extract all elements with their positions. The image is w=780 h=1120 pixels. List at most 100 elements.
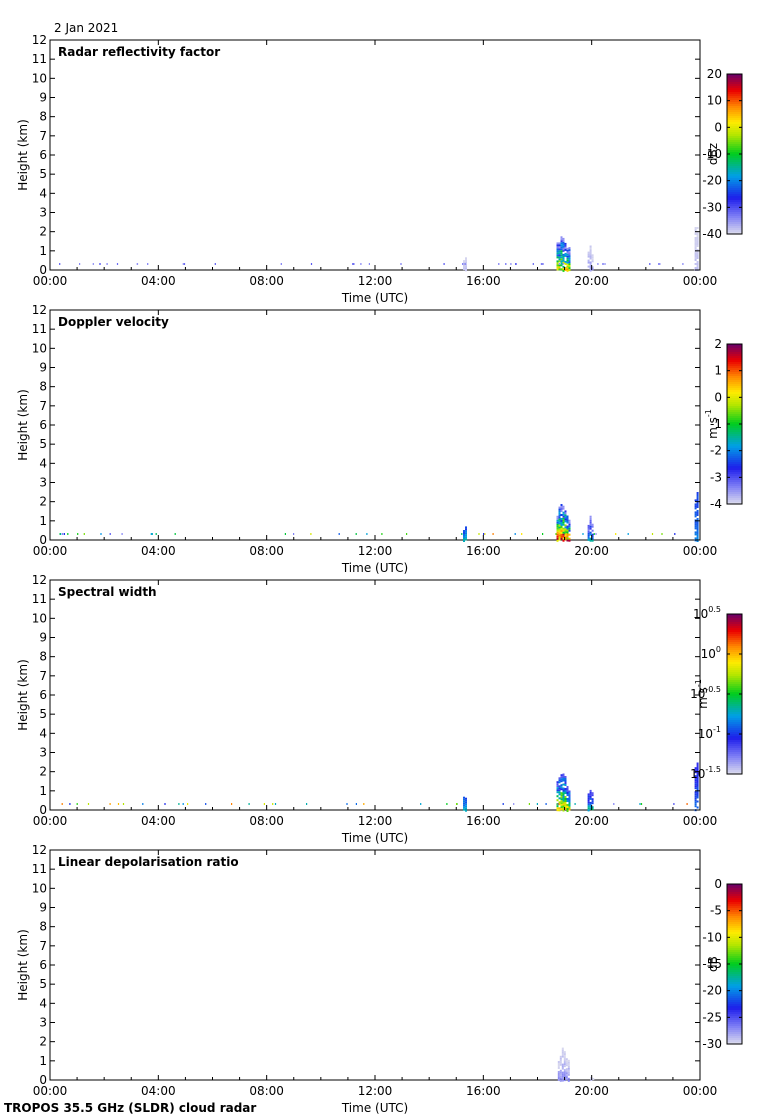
data-cell (562, 801, 565, 804)
y-axis-label: Height (km) (16, 929, 30, 1000)
data-cell (465, 538, 467, 541)
data-cell (564, 254, 567, 257)
data-cell (696, 784, 699, 787)
data-cell (557, 1079, 560, 1081)
colorbar-tick-label: -20 (702, 984, 722, 998)
colorbar-cell (727, 654, 742, 657)
colorbar-cell (727, 906, 742, 909)
data-cell (696, 243, 699, 245)
colorbar-cell (727, 494, 742, 497)
data-cell (556, 799, 559, 802)
y-tick-label: 1 (39, 1054, 47, 1068)
colorbar-cell (727, 912, 742, 915)
speckle-cell (461, 533, 463, 535)
data-cell (591, 533, 594, 536)
data-cell (465, 803, 467, 806)
speckle-cell (505, 263, 507, 265)
colorbar-cell (727, 138, 742, 141)
data-cell (564, 778, 567, 780)
data-cell (694, 795, 697, 798)
y-tick-label: 7 (39, 129, 47, 143)
data-cell (558, 807, 561, 810)
data-cell (589, 789, 592, 792)
data-cell (560, 264, 563, 267)
colorbar-cell (727, 752, 742, 755)
data-cell (563, 1065, 566, 1068)
colorbar-cell (727, 162, 742, 165)
plot-frame (49, 39, 701, 271)
colorbar-cell (727, 202, 742, 205)
speckle-cell (456, 803, 458, 805)
colorbar-cell (727, 714, 742, 717)
speckle-cell (238, 1073, 239, 1075)
colorbar-cell (727, 1026, 742, 1029)
colorbar-cell (727, 708, 742, 711)
speckle-cell (383, 1073, 384, 1075)
data-cell (563, 1075, 566, 1078)
data-cell (465, 263, 467, 266)
data-cell (568, 808, 571, 811)
data-cell (587, 251, 590, 254)
colorbar-cell (727, 128, 742, 131)
colorbar-cell (727, 402, 742, 405)
speckle-cell (306, 803, 308, 805)
data-cell (591, 523, 594, 526)
colorbar-cell (727, 936, 742, 939)
data-cell (557, 1061, 560, 1063)
colorbar-cell (727, 932, 742, 935)
colorbar-cell (727, 390, 742, 393)
colorbar-cell (727, 986, 742, 989)
data-cell (562, 803, 565, 806)
colorbar-cell (727, 144, 742, 147)
colorbar-cell (727, 120, 742, 123)
data-cell (559, 1079, 562, 1082)
speckle-cell (196, 1073, 197, 1075)
colorbar-cell (727, 122, 742, 125)
y-tick-label: 8 (39, 920, 47, 934)
colorbar-cell (727, 636, 742, 639)
colorbar-cell (727, 394, 742, 397)
colorbar-tick-label: 0 (714, 390, 722, 404)
data-cell (465, 265, 467, 268)
data-cell (463, 532, 465, 534)
speckle-cell (557, 803, 559, 805)
colorbar-cell (727, 658, 742, 661)
colorbar-cell (727, 346, 742, 349)
data-cell (558, 809, 561, 812)
colorbar-cell (727, 1016, 742, 1019)
speckle-cell (353, 263, 355, 265)
data-cell (568, 519, 571, 522)
speckle-cell (558, 803, 560, 805)
speckle-cell (565, 533, 567, 535)
speckle-cell (155, 533, 157, 535)
colorbar-cell (727, 482, 742, 485)
speckle-cell (597, 263, 599, 265)
data-cell (589, 249, 592, 252)
speckle-cell (515, 263, 517, 265)
speckle-cell (92, 263, 94, 265)
data-cell (589, 523, 592, 526)
colorbar-cell (727, 98, 742, 101)
colorbar-cell (727, 396, 742, 399)
colorbar-cell (727, 662, 742, 665)
speckle-cell (658, 263, 660, 265)
colorbar-cell (727, 924, 742, 927)
data-cell (696, 492, 699, 494)
colorbar-cell (727, 770, 742, 773)
data-cell (465, 807, 467, 810)
data-cell (463, 262, 465, 265)
data-cell (566, 247, 569, 250)
data-cell (566, 798, 569, 800)
colorbar-cell (727, 492, 742, 495)
date-label: 2 Jan 2021 (54, 21, 119, 35)
data-cell (561, 1047, 564, 1050)
colorbar-cell (727, 904, 742, 907)
x-tick-label: 00:00 (33, 544, 68, 558)
colorbar-cell (727, 710, 742, 713)
speckle-cell (282, 1073, 283, 1075)
speckle-cell (183, 263, 186, 265)
data-cell (694, 499, 697, 502)
data-cell (556, 783, 559, 786)
data-cell (696, 502, 699, 504)
colorbar-label: dBz (706, 143, 720, 165)
